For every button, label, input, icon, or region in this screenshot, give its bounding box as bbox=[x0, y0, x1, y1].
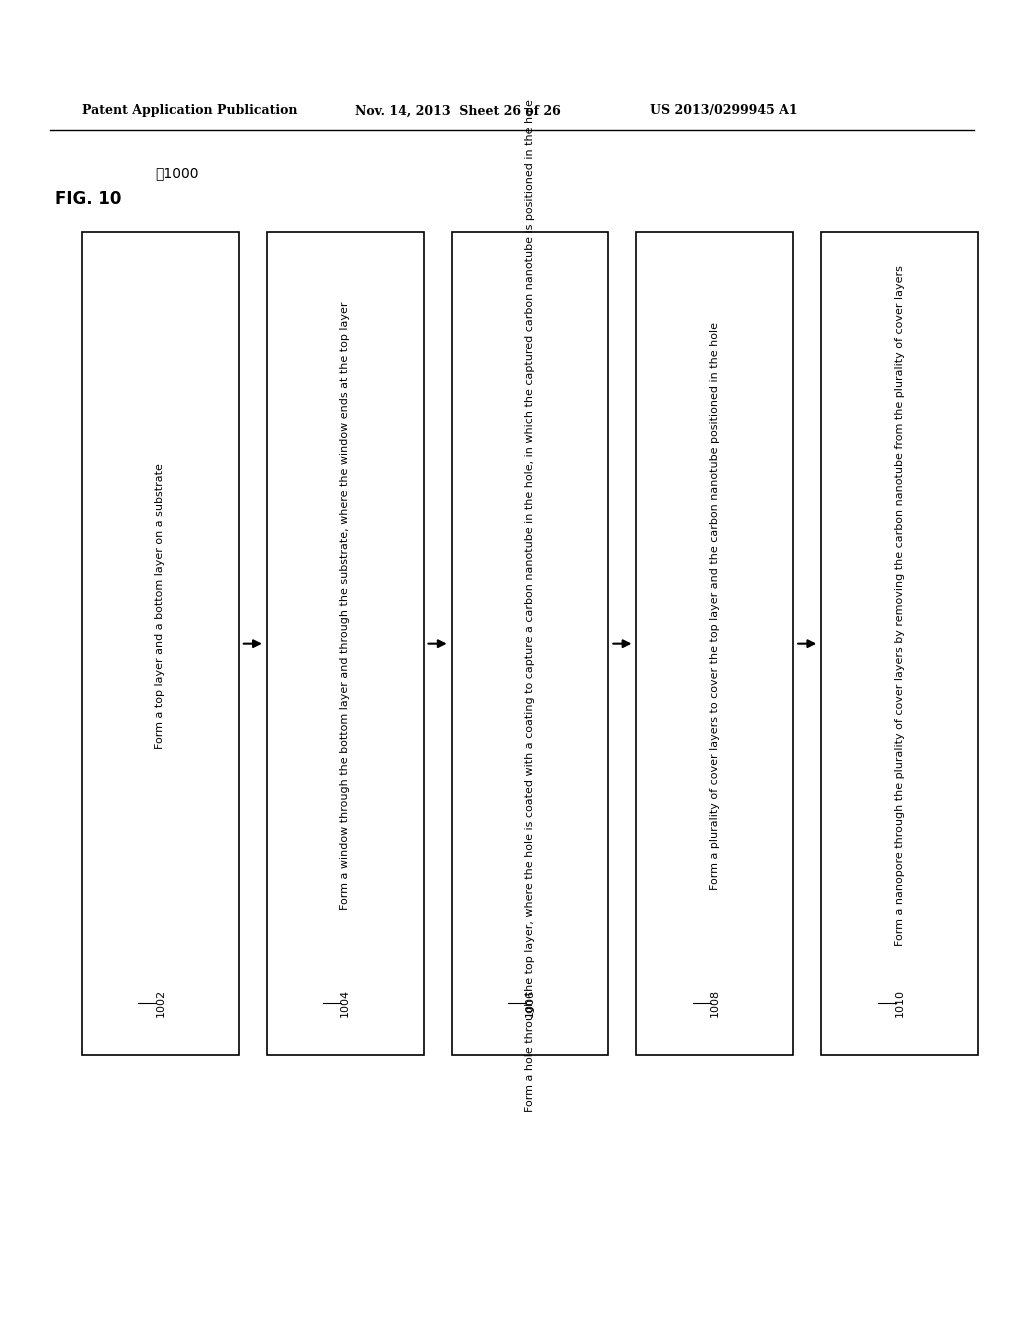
Text: Form a hole through the top layer, where the hole is coated with a coating to ca: Form a hole through the top layer, where… bbox=[525, 99, 535, 1113]
Text: Form a window through the bottom layer and through the substrate, where the wind: Form a window through the bottom layer a… bbox=[340, 301, 350, 909]
Bar bbox=[267, 232, 424, 1055]
Text: FIG. 10: FIG. 10 bbox=[55, 190, 122, 207]
Text: US 2013/0299945 A1: US 2013/0299945 A1 bbox=[650, 104, 798, 117]
Text: Form a top layer and a bottom layer on a substrate: Form a top layer and a bottom layer on a… bbox=[156, 463, 166, 748]
Text: Form a plurality of cover layers to cover the top layer and the carbon nanotube : Form a plurality of cover layers to cove… bbox=[710, 322, 720, 890]
Text: 1008: 1008 bbox=[710, 989, 720, 1018]
Text: Nov. 14, 2013  Sheet 26 of 26: Nov. 14, 2013 Sheet 26 of 26 bbox=[355, 104, 561, 117]
Text: 1002: 1002 bbox=[156, 989, 166, 1018]
Text: ⮨1000: ⮨1000 bbox=[155, 166, 199, 180]
Text: 1010: 1010 bbox=[895, 989, 904, 1018]
Text: 1006: 1006 bbox=[525, 989, 535, 1018]
Bar bbox=[452, 232, 608, 1055]
Text: Patent Application Publication: Patent Application Publication bbox=[82, 104, 298, 117]
Text: 1004: 1004 bbox=[340, 989, 350, 1018]
Bar bbox=[82, 232, 239, 1055]
Bar bbox=[636, 232, 794, 1055]
Bar bbox=[821, 232, 978, 1055]
Text: Form a nanopore through the plurality of cover layers by removing the carbon nan: Form a nanopore through the plurality of… bbox=[895, 265, 904, 946]
